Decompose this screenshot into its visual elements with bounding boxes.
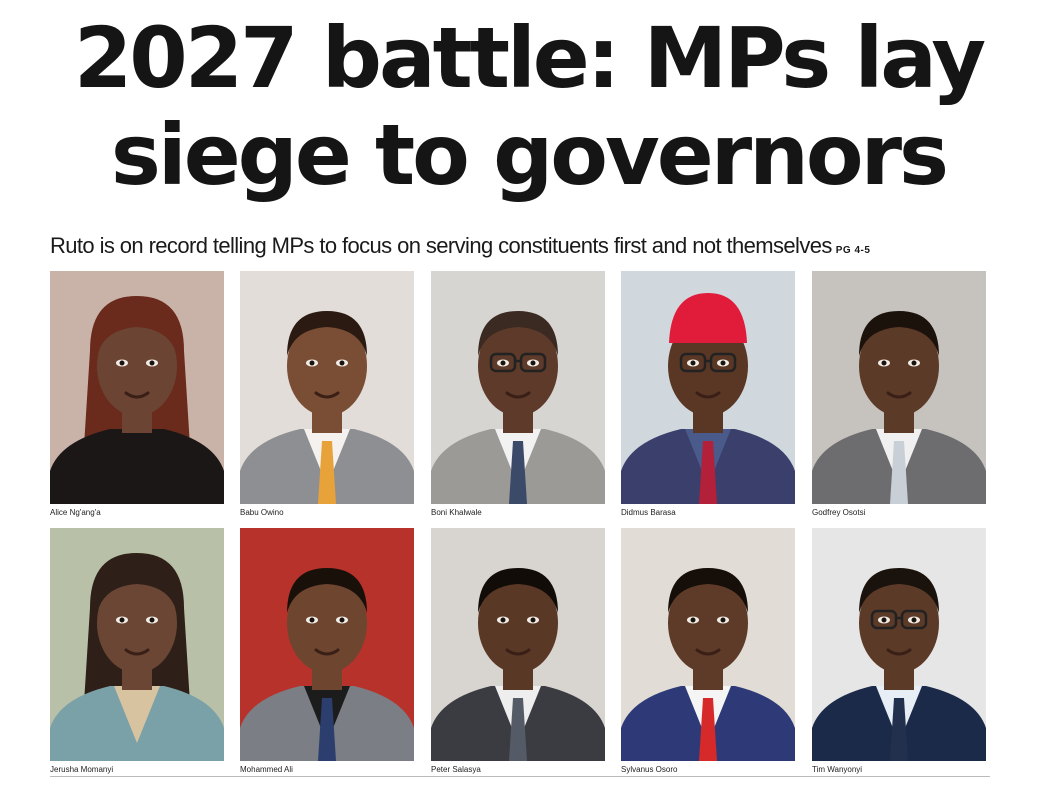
portrait-photo	[50, 528, 224, 761]
portrait-photo	[240, 528, 414, 761]
portrait-photo	[621, 528, 795, 761]
portrait-caption: Alice Ng'ang'a	[50, 508, 101, 517]
portrait-photo	[431, 271, 605, 504]
subheadline-text: Ruto is on record telling MPs to focus o…	[50, 233, 832, 258]
portrait-caption: Mohammed Ali	[240, 765, 293, 774]
portrait-illustration	[240, 528, 414, 761]
portrait-illustration	[50, 271, 224, 504]
subheadline: Ruto is on record telling MPs to focus o…	[50, 233, 1030, 259]
portrait-caption: Didmus Barasa	[621, 508, 676, 517]
portrait-photo	[812, 271, 986, 504]
portrait-caption: Godfrey Osotsi	[812, 508, 866, 517]
portrait-photo	[50, 271, 224, 504]
headline-line-2: siege to governors	[110, 106, 949, 204]
portrait-caption: Tim Wanyonyi	[812, 765, 863, 774]
portrait-illustration	[621, 528, 795, 761]
portrait-illustration	[431, 271, 605, 504]
portrait-illustration	[431, 528, 605, 761]
portrait-caption: Babu Owino	[240, 508, 284, 517]
portrait-caption: Sylvanus Osoro	[621, 765, 678, 774]
portrait-caption: Jerusha Momanyi	[50, 765, 114, 774]
portrait-caption: Boni Khalwale	[431, 508, 482, 517]
portrait-illustration	[50, 528, 224, 761]
portrait-photo	[431, 528, 605, 761]
portrait-illustration	[240, 271, 414, 504]
portrait-illustration	[812, 271, 986, 504]
portrait-photo	[621, 271, 795, 504]
portrait-illustration	[621, 271, 795, 504]
headline-line-1: 2027 battle: MPs lay	[73, 9, 986, 107]
page-reference: PG 4-5	[835, 245, 871, 256]
portrait-illustration	[812, 528, 986, 761]
photo-grid: Alice Ng'ang'a Babu Owino Boni Khalwale Did…	[50, 271, 990, 781]
bottom-rule	[50, 776, 990, 777]
portrait-photo	[240, 271, 414, 504]
portrait-caption: Peter Salasya	[431, 765, 481, 774]
portrait-photo	[812, 528, 986, 761]
